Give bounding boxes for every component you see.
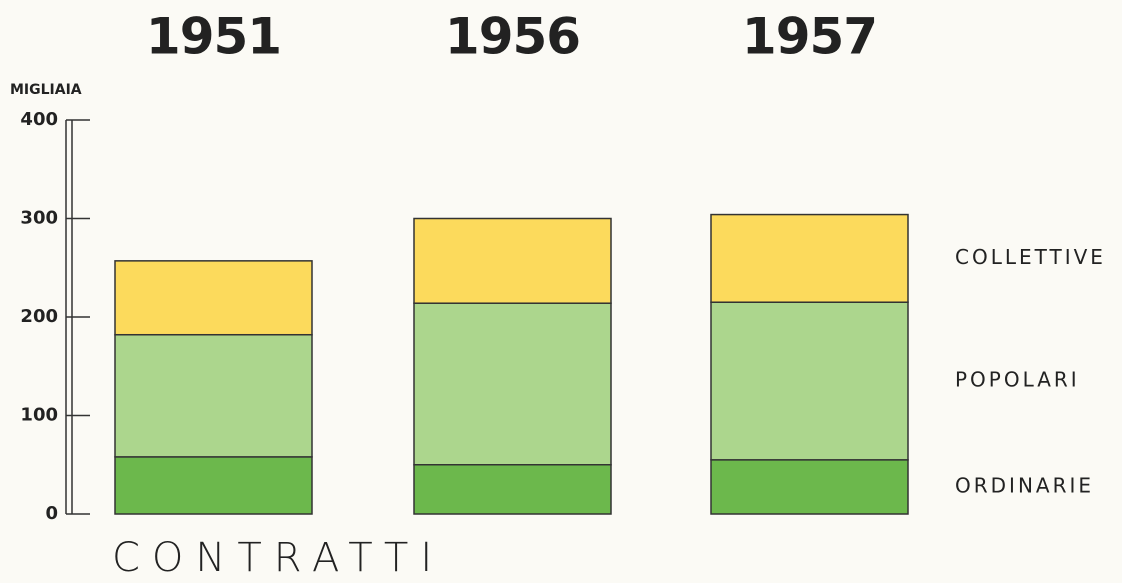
bar-segment: [413, 302, 612, 466]
x-tick-label: 1956: [445, 8, 580, 66]
y-axis-label: MIGLIAIA: [10, 82, 82, 98]
legend-label: COLLETTIVE: [955, 245, 1106, 269]
bar-segment: [413, 464, 612, 515]
x-tick-label: 1951: [146, 8, 281, 66]
y-tick-label: 300: [20, 208, 58, 229]
bar-segment: [114, 260, 313, 336]
x-axis-title: CONTRATTI: [112, 535, 444, 581]
y-tick-label: 100: [20, 405, 58, 426]
legend-label: POPOLARI: [955, 368, 1080, 392]
bar-segment: [413, 217, 612, 304]
x-tick-label: 1957: [742, 8, 877, 66]
bar-segment: [710, 459, 909, 515]
y-tick-label: 200: [20, 306, 58, 327]
y-tick-label: 0: [45, 503, 58, 524]
bar-segment: [710, 213, 909, 303]
bar-segment: [710, 301, 909, 461]
legend-label: ORDINARIE: [955, 473, 1094, 497]
bar-segment: [114, 333, 313, 458]
bar-segment: [114, 456, 313, 515]
y-tick-label: 400: [20, 109, 58, 130]
